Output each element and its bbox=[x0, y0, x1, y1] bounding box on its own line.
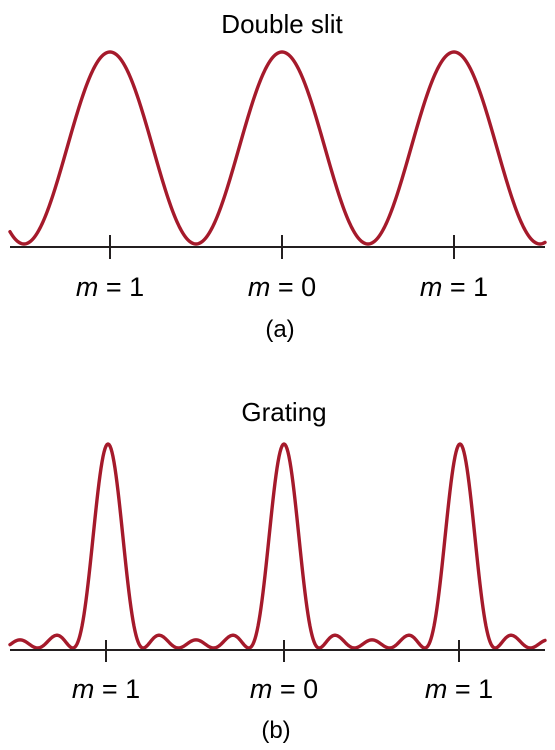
panel-a-tick-label-right: m = 1 bbox=[420, 272, 488, 302]
panel-b-tick-label-center: m = 0 bbox=[250, 674, 318, 704]
panel-b-title: Grating bbox=[241, 397, 326, 427]
panel-a-title: Double slit bbox=[221, 9, 343, 39]
double-slit-intensity-curve bbox=[8, 50, 547, 246]
panel-a-tick-label-center: m = 0 bbox=[248, 272, 316, 302]
panel-double-slit: Double slit m = 1 m = 0 m = 1 (a) bbox=[8, 9, 547, 343]
panel-b-tick-label-left: m = 1 bbox=[72, 674, 140, 704]
panel-b-caption: (b) bbox=[261, 717, 290, 744]
panel-a-tick-label-left: m = 1 bbox=[76, 272, 144, 302]
panel-grating: Grating m = 1 m = 0 m = 1 (b) bbox=[8, 397, 547, 744]
panel-b-tick-label-right: m = 1 bbox=[425, 674, 493, 704]
grating-intensity-curve bbox=[8, 442, 547, 650]
panel-a-caption: (a) bbox=[265, 316, 294, 343]
